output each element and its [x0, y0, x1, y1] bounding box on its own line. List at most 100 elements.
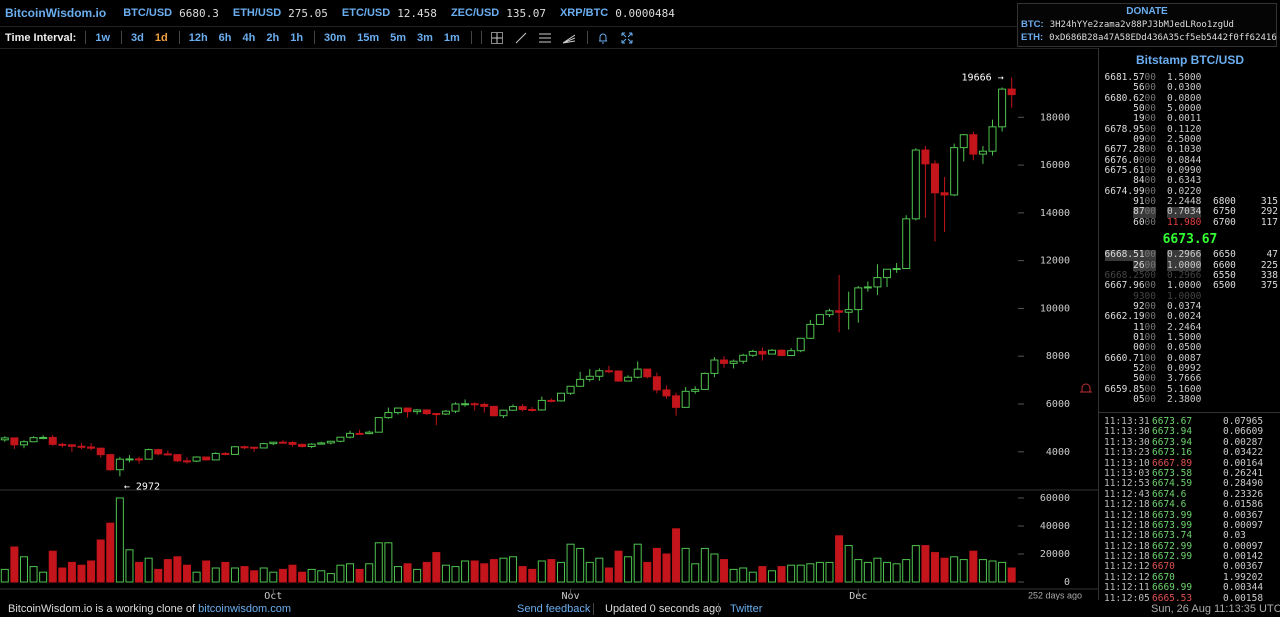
brand[interactable]: BitcoinWisdom.io	[5, 6, 107, 20]
candle-body	[662, 389, 671, 397]
candle-body	[19, 441, 28, 446]
order-price-main: 93	[1133, 290, 1145, 302]
volume-bar	[499, 557, 508, 583]
volume-bar	[547, 559, 556, 583]
interval-button[interactable]: 30m	[324, 31, 347, 44]
separator	[718, 603, 719, 615]
volume-bar	[518, 566, 527, 583]
trade-row: 11:12:12 6670 0.00367	[1099, 562, 1280, 573]
ticker: ETH/USD 275.05	[233, 7, 328, 20]
ticker-pair[interactable]: ETH/USD	[232, 6, 282, 19]
candle-body	[173, 454, 182, 462]
x-tick-label: Dec	[849, 591, 867, 600]
candle-body	[0, 437, 9, 441]
depth-volume: 117	[1260, 216, 1278, 228]
interval-button[interactable]: 1m	[443, 31, 460, 44]
candle-body	[298, 443, 307, 448]
order-price-tail: 00	[1144, 72, 1156, 83]
separator	[121, 31, 123, 44]
volume-bar	[585, 561, 594, 583]
interval-button[interactable]: 5m	[390, 31, 407, 44]
volume-bar	[940, 557, 949, 583]
order-price: 6668.2500	[1105, 270, 1157, 281]
donate-address: 3H24hYYe2zama2v88PJ3bMJedLRoo1zgUd	[1049, 20, 1234, 30]
interval-button[interactable]: 6h	[218, 31, 232, 44]
order-price-main: 00	[1133, 342, 1145, 354]
volume-bar	[930, 552, 939, 583]
order-price-main: 05	[1133, 393, 1145, 405]
volume-bar	[777, 566, 786, 583]
order-price-tail: 00	[1144, 134, 1156, 146]
ticker-pair[interactable]: ZEC/USD	[450, 6, 500, 19]
candle-body	[1007, 88, 1016, 96]
order-amount: 0.0500	[1167, 342, 1202, 354]
order-row: 9300 1.0000	[1099, 290, 1280, 302]
volume-bar	[835, 535, 844, 583]
tool-icon[interactable]	[597, 32, 609, 44]
order-price: 0000	[1133, 343, 1156, 353]
asks: 6681.5700 1.5000 5600 0.0300 6680.6200 0.0800…	[1099, 72, 1280, 228]
feedback-link[interactable]: Send feedback	[517, 603, 591, 615]
volume-bar	[240, 566, 249, 583]
order-price-main: 91	[1133, 196, 1145, 208]
ticker-price: 12.458	[397, 6, 437, 20]
candle-body	[67, 444, 76, 447]
order-price: 6659.8500	[1105, 384, 1157, 395]
trade-row: 11:12:12 6670 1.99202	[1099, 571, 1280, 583]
trade-price: 6667.89	[1152, 457, 1193, 469]
interval-button[interactable]: 3d	[131, 31, 144, 44]
order-price: 2600	[1133, 260, 1156, 271]
order-amount: 1.5000	[1167, 331, 1202, 343]
interval-label: Time Interval:	[5, 31, 77, 44]
twitter-link[interactable]: Twitter	[730, 603, 763, 615]
tool-icon[interactable]	[621, 32, 633, 44]
volume-bar	[393, 566, 402, 583]
order-price-main: 6678.95	[1104, 123, 1145, 135]
volume-bar	[595, 557, 604, 583]
tool-icon[interactable]	[562, 32, 575, 44]
x-tick-label: Oct	[264, 591, 282, 600]
interval-button[interactable]: 4h	[242, 31, 256, 44]
volume-bar	[883, 561, 892, 583]
tool-icon[interactable]	[515, 32, 527, 44]
candle-body	[681, 390, 690, 408]
volume-bar	[576, 547, 585, 583]
order-price: 8700	[1133, 207, 1156, 218]
candle-body	[355, 432, 364, 435]
side-panel: Bitstamp BTC/USD 6681.5700 1.5000 5600 0.03…	[1098, 48, 1280, 604]
tool-icon[interactable]	[538, 32, 551, 44]
trade-price: 6672.99	[1152, 551, 1193, 563]
candle-body	[748, 350, 757, 356]
ticker-pair[interactable]: BTC/USD	[123, 6, 173, 19]
trade-time: 11:12:53	[1104, 478, 1150, 490]
order-amount: 0.0992	[1167, 362, 1202, 374]
trade-amount: 1.99202	[1223, 571, 1264, 583]
volume-bar	[336, 564, 345, 583]
trade-row: 11:13:30 6673.94 0.00287	[1099, 437, 1280, 448]
volume-bar	[19, 556, 28, 583]
volume-bar	[796, 564, 805, 583]
order-price: 0900	[1133, 134, 1156, 146]
volume-bar	[163, 559, 172, 583]
separator	[480, 31, 482, 44]
ticker-pair[interactable]: XRP/BTC	[559, 6, 609, 19]
order-amount: 1.5000	[1167, 72, 1202, 83]
interval-button[interactable]: 1w	[95, 31, 111, 44]
order-row: 6662.1900 0.0024	[1099, 311, 1280, 322]
interval-button[interactable]: 12h	[188, 31, 208, 44]
candle-body	[950, 147, 959, 196]
interval-button[interactable]: 1d	[154, 31, 168, 44]
candle-body	[614, 370, 623, 382]
ticker-pair[interactable]: ETC/USD	[341, 6, 391, 19]
interval-button[interactable]: 3m	[417, 31, 433, 44]
volume-bar	[0, 568, 9, 583]
footer-link[interactable]: bitcoinwisdom.com	[198, 603, 292, 615]
interval-button[interactable]: 1h	[290, 31, 304, 44]
donate-box: DONATE BTC: 3H24hYYe2zama2v88PJ3bMJedLRoo…	[1017, 3, 1277, 47]
tool-icon[interactable]	[490, 31, 503, 44]
order-price-main: 56	[1133, 82, 1145, 94]
interval-button[interactable]: 15m	[357, 31, 380, 44]
interval-button[interactable]: 2h	[266, 31, 280, 44]
bids: 6668.5100 0.2966 6650 47 2600 1.0000 6600 225 66…	[1099, 249, 1280, 405]
volume-bar	[556, 561, 565, 583]
